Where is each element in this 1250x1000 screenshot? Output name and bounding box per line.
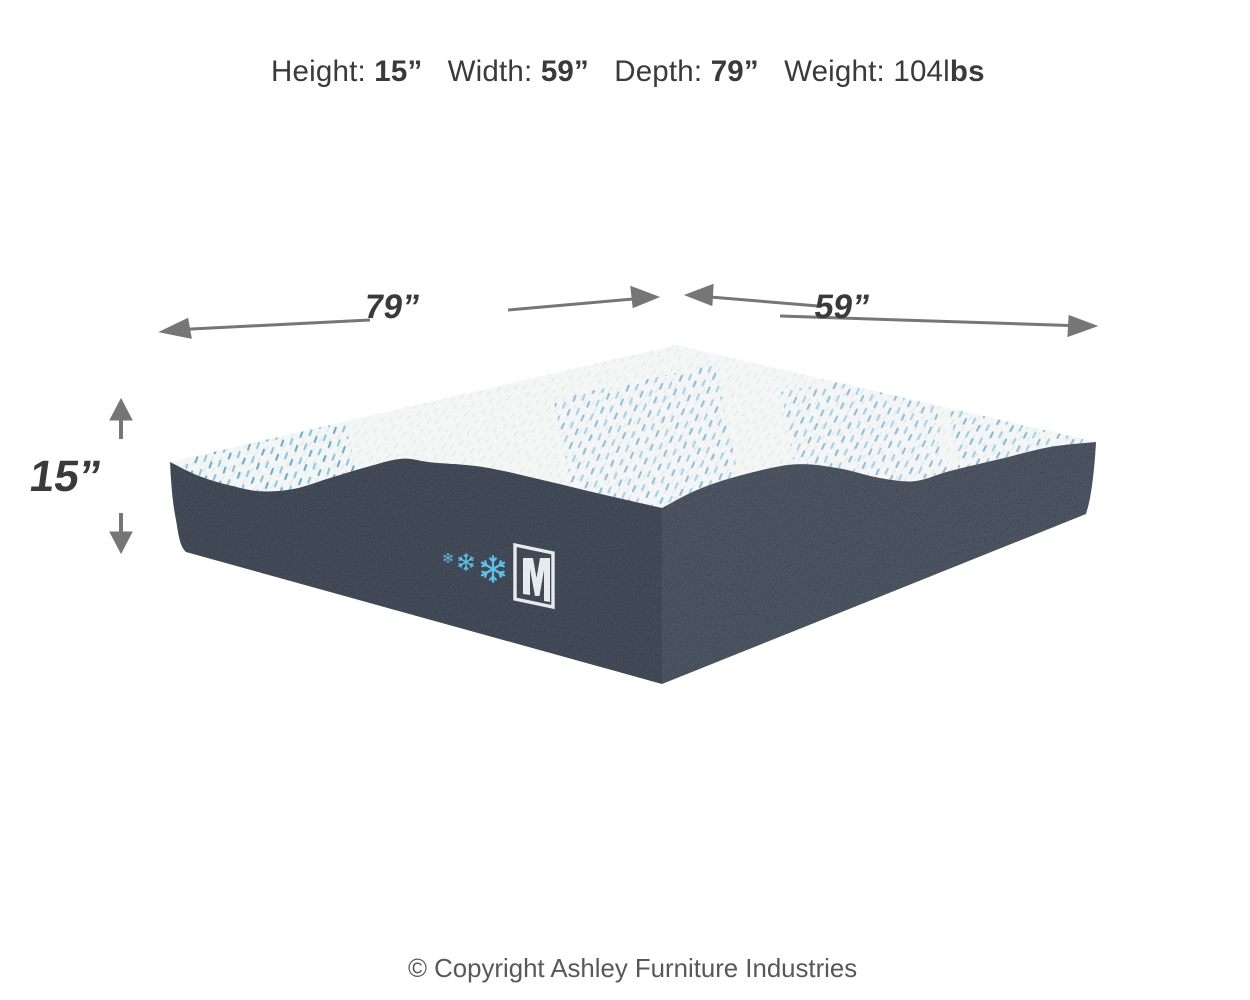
svg-text:79”: 79” (362, 288, 422, 326)
svg-text:15”: 15” (27, 452, 105, 501)
svg-text:59”: 59” (812, 288, 872, 326)
